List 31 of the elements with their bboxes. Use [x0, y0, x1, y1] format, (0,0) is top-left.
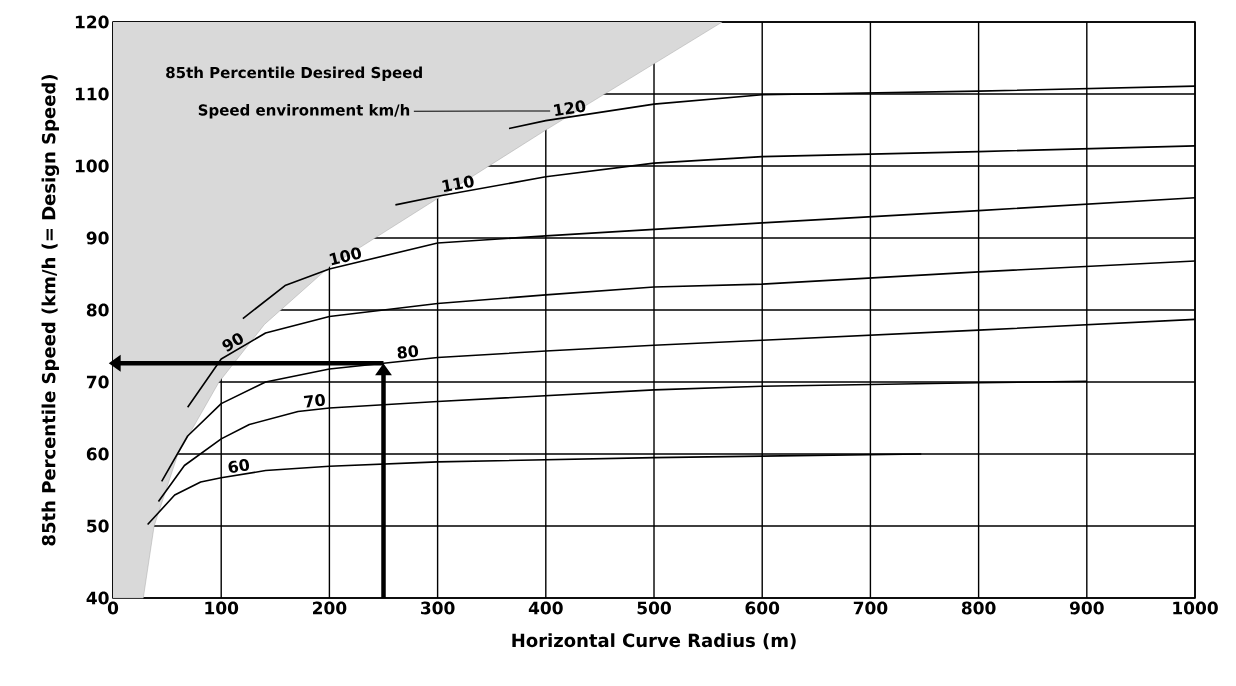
text: 100 [329, 247, 361, 266]
x-tick-label: 300 [421, 601, 455, 615]
y-tick-label: 120 [75, 15, 109, 29]
x-axis-title: Horizontal Curve Radius (m) [512, 633, 796, 650]
y-tick-label: 90 [86, 231, 109, 245]
x-tick-label: 0 [107, 601, 119, 615]
y-tick-label: 100 [75, 159, 109, 173]
x-tick-label: 400 [528, 601, 563, 615]
y-tick-label: 50 [87, 519, 109, 533]
y-tick-label: 80 [86, 303, 109, 317]
y-tick-label: 60 [86, 447, 109, 461]
y-tick-label: 40 [86, 591, 109, 605]
text: 80 [397, 345, 419, 359]
text: 110 [442, 175, 474, 192]
y-tick-label: 70 [86, 375, 109, 389]
text: 120 [553, 100, 586, 117]
y-axis-title: 85th Percentile Speed (km/h (= Design Speed) [41, 75, 60, 546]
annotation: Speed environment km/h [198, 104, 410, 119]
text: 90 [222, 333, 243, 352]
x-tick-label: 100 [205, 601, 239, 615]
x-tick-label: 500 [637, 601, 671, 615]
annotation: 85th Percentile Desired Speed [166, 66, 422, 82]
x-tick-label: 700 [853, 601, 888, 615]
x-tick-label: 200 [313, 601, 347, 615]
x-tick-label: 600 [745, 601, 780, 615]
x-tick-label: 1000 [1173, 601, 1218, 615]
x-tick-label: 900 [1069, 601, 1104, 615]
y-tick-label: 110 [75, 87, 109, 101]
x-tick-label: 800 [961, 601, 996, 615]
text: 70 [303, 394, 325, 408]
text: 60 [228, 459, 250, 473]
